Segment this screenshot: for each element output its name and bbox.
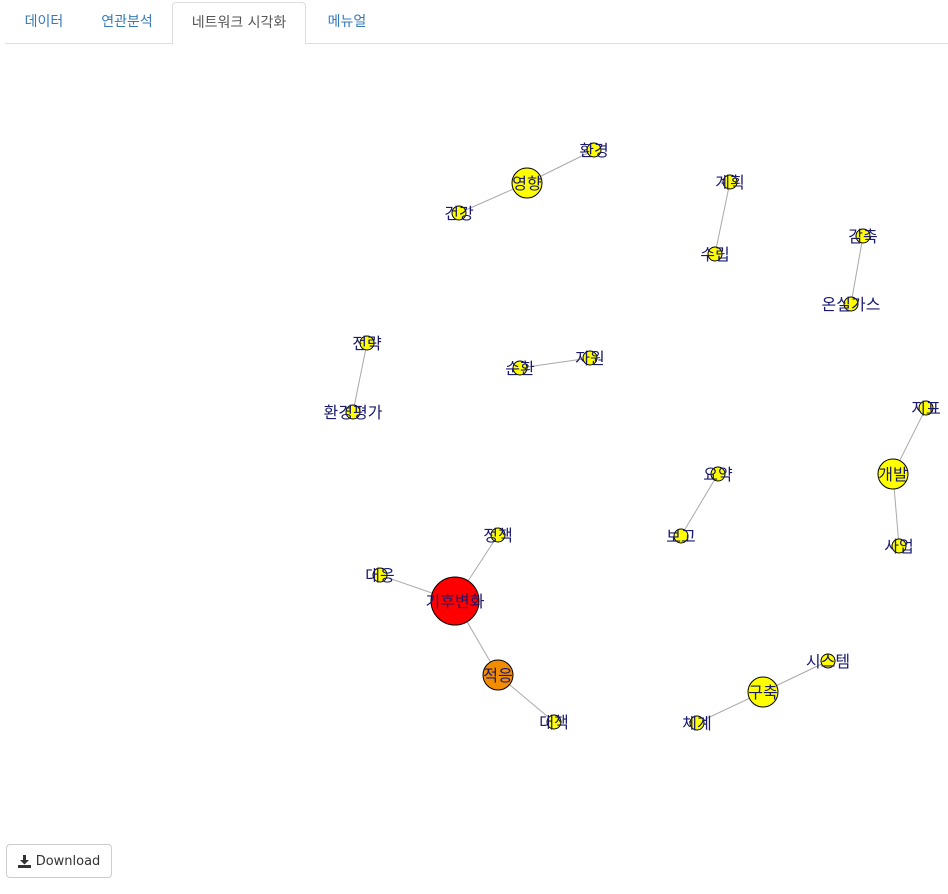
network-node-label: 사업: [884, 537, 913, 556]
edges-layer: [352, 149, 927, 724]
network-node-label: 체계: [682, 714, 711, 733]
network-node[interactable]: [372, 567, 388, 583]
network-node[interactable]: [891, 538, 907, 554]
network-node-label: 온실가스: [822, 295, 881, 314]
network-node-label: 대응: [365, 566, 394, 585]
network-node-label: 건강: [444, 204, 474, 223]
network-node[interactable]: [490, 527, 506, 543]
network-node[interactable]: [430, 576, 480, 626]
network-node-label: 전략: [352, 334, 382, 353]
network-node[interactable]: [747, 676, 779, 708]
network-node[interactable]: [451, 205, 467, 221]
tab-association-analysis[interactable]: 연관분석: [101, 14, 153, 30]
network-node-label: 요약: [703, 465, 733, 484]
network-node[interactable]: [359, 335, 375, 351]
network-edge: [714, 181, 731, 255]
network-node-label: 정책: [483, 526, 512, 545]
tab-bar: 데이터 연관분석 네트워크 시각화 메뉴얼: [5, 0, 948, 45]
network-node[interactable]: [511, 167, 543, 199]
network-node[interactable]: [855, 228, 871, 244]
network-edge: [519, 357, 591, 369]
network-node-label: 대책: [539, 713, 568, 732]
network-node[interactable]: [877, 458, 909, 490]
network-node-label: 개발: [878, 465, 908, 484]
network-edge: [850, 235, 864, 305]
network-node[interactable]: [512, 360, 528, 376]
network-node[interactable]: [710, 466, 726, 482]
tab-data[interactable]: 데이터: [24, 14, 64, 30]
network-edge: [680, 473, 719, 537]
network-node[interactable]: [707, 246, 723, 262]
nodes-layer: [345, 142, 934, 731]
network-node-label: 지표: [911, 399, 940, 418]
tab-network-visualization[interactable]: 네트워크 시각화: [172, 2, 306, 45]
network-node[interactable]: [546, 714, 562, 730]
network-node[interactable]: [586, 142, 602, 158]
network-node[interactable]: [722, 174, 738, 190]
tab-manual[interactable]: 메뉴얼: [327, 14, 367, 30]
network-node-label: 시스템: [806, 652, 850, 671]
network-node[interactable]: [345, 404, 361, 420]
network-node-label: 구축: [748, 683, 777, 702]
network-node-label: 적응: [483, 666, 512, 685]
network-node-label: 환경평가: [324, 403, 383, 422]
network-node[interactable]: [820, 653, 836, 669]
network-node-label: 수립: [700, 245, 729, 264]
network-node[interactable]: [673, 528, 689, 544]
network-node[interactable]: [482, 659, 514, 691]
network-node-label: 계획: [715, 173, 744, 192]
network-node[interactable]: [843, 296, 859, 312]
network-node-label: 감축: [848, 227, 877, 246]
network-edge: [352, 342, 368, 413]
download-icon: [17, 854, 31, 868]
download-button[interactable]: Download: [6, 844, 112, 878]
network-node[interactable]: [582, 350, 598, 366]
network-node-label: 영향: [512, 174, 542, 193]
network-node-label: 기후변화: [426, 592, 485, 611]
network-node-label: 보고: [666, 527, 695, 546]
network-node-label: 자원: [575, 349, 604, 368]
network-node[interactable]: [689, 715, 705, 731]
network-node-label: 환경: [579, 141, 608, 160]
network-node-label: 순환: [505, 359, 535, 378]
network-node[interactable]: [918, 400, 934, 416]
download-label: Download: [35, 853, 101, 869]
